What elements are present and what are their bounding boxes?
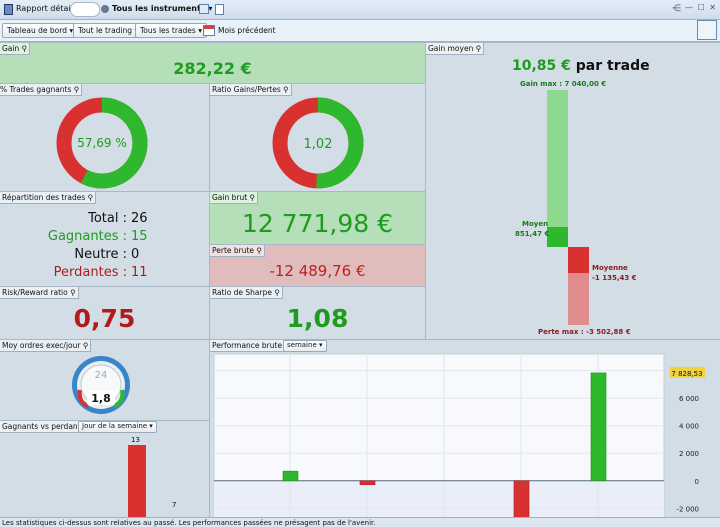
moy-ordres-value: 1,8 [91, 392, 111, 405]
perte-brute-panel: Perte brute ⚲ -12 489,76 € [209, 244, 426, 287]
moyenne-value: -1 135,43 € [592, 274, 637, 282]
instruments-selector[interactable]: Tous les instruments ▾ [112, 4, 213, 13]
period-dropdown[interactable]: semaine ▾ [283, 340, 327, 352]
gain-moyen-value: 10,85 € [512, 58, 571, 74]
trades-gagnants-donut: 57,69 % [56, 97, 148, 189]
risk-reward-panel: Risk/Reward ratio ⚲ 0,75 [0, 286, 210, 340]
gain-value: 282,22 € [173, 59, 252, 78]
gain-label: Gain ⚲ [0, 43, 31, 55]
weekday-selector: Jour de la semaine [82, 422, 148, 430]
sharpe-value: 1,08 [286, 304, 349, 333]
perte-max-bar [568, 273, 589, 325]
y-tick-label: 2 000 [679, 450, 699, 458]
y-tick-label: -2 000 [676, 505, 699, 513]
perte-brute-value: -12 489,76 € [269, 262, 366, 280]
gain-moyen-suffix: par trade [575, 58, 650, 74]
share-icon[interactable]: ⋲ [672, 4, 681, 14]
sharpe-label: Ratio de Sharpe ⚲ [210, 287, 283, 299]
perte-moyenne-bar [568, 247, 589, 273]
copy-icon[interactable] [215, 4, 224, 15]
dial-label: 24 [95, 370, 108, 381]
gain-brut-value: 12 771,98 € [241, 209, 394, 238]
window-icon[interactable] [199, 4, 209, 14]
window-controls[interactable]: — ☐ ✕ [685, 3, 717, 12]
ratio-gains-label: Ratio Gains/Pertes ⚲ [210, 84, 292, 96]
risk-reward-label: Risk/Reward ratio ⚲ [0, 287, 79, 299]
gagnants-vs-perdants-bar [128, 445, 146, 517]
period-selector: semaine [287, 341, 317, 349]
ratio-gains-donut: 1,02 [272, 97, 364, 189]
total-row: Total :26 [88, 211, 148, 226]
performance-bar [513, 480, 530, 517]
gain-moyen-headline: 10,85 € par trade [512, 58, 650, 74]
report-title: Rapport détaillé [16, 4, 80, 13]
report-icon [4, 4, 13, 15]
gagnants-vs-perdants-panel: Gagnants vs perdants ⚲ Jour de la semain… [0, 420, 210, 518]
dashboard-dropdown[interactable]: Tableau de bord ▾ [2, 23, 79, 38]
instruments-icon [101, 5, 109, 13]
performance-bar [359, 480, 376, 485]
trading-dropdown[interactable]: Tout le trading ▾ [73, 23, 144, 38]
repartition-label: Répartition des trades ⚲ [0, 192, 97, 204]
bar2-label: 7 [172, 501, 177, 509]
moyenne-label: Moyenne [592, 264, 628, 272]
clock-gauge-icon: 24 1,8 [72, 356, 130, 414]
moyen-label: Moyen [522, 220, 549, 228]
trading-label: Tout le trading [78, 26, 133, 35]
trades-gagnants-value: 57,69 % [77, 136, 127, 150]
calendar-icon[interactable] [203, 25, 215, 36]
gain-moyen-panel: Gain moyen ⚲ 10,85 € par trade Gain max … [425, 42, 720, 340]
last-value-label: 7 828,53 [671, 370, 702, 378]
perte-brute-label: Perte brute ⚲ [210, 245, 265, 257]
trades-gagnants-label: % Trades gagnants ⚲ [0, 84, 83, 96]
repartition-panel: Répartition des trades ⚲ Total :26 Gagna… [0, 191, 210, 287]
gain-max-bar [547, 90, 568, 227]
trades-dropdown[interactable]: Tous les trades ▾ [135, 23, 207, 38]
moyen-value: 851,47 € [515, 230, 550, 238]
gain-moyen-bar [547, 227, 568, 247]
last-value-badge [670, 366, 705, 378]
trades-label: Tous les trades [140, 26, 196, 35]
weekday-dropdown[interactable]: Jour de la semaine ▾ [78, 421, 157, 433]
gain-max-label: Gain max : 7 040,00 € [520, 80, 607, 88]
trades-gagnants-panel: % Trades gagnants ⚲ 57,69 % [0, 83, 210, 192]
ratio-gains-panel: Ratio Gains/Pertes ⚲ 1,02 [209, 83, 426, 192]
y-tick-label: 6 000 [679, 395, 699, 403]
y-tick-label: 4 000 [679, 423, 699, 431]
toolbar: Tableau de bord ▾ Tout le trading ▾ Tous… [0, 20, 720, 42]
performance-bar [282, 470, 299, 482]
neutre-row: Neutre :0 [74, 247, 140, 262]
perte-max-label: Perte max : -3 502,88 € [538, 328, 631, 336]
performance-label: Performance brute ⚲ [210, 340, 293, 352]
search-field[interactable] [70, 2, 100, 17]
gain-moyen-label: Gain moyen ⚲ [426, 43, 485, 55]
moy-ordres-panel: Moy ordres exec/jour ⚲ 24 1,8 [0, 339, 210, 421]
y-tick-label: 0 [695, 478, 699, 486]
title-bar: Rapport détaillé Tous les instruments ▾ … [0, 0, 720, 20]
bar1-label: 13 [131, 436, 140, 444]
gain-brut-panel: Gain brut ⚲ 12 771,98 € [209, 191, 426, 245]
dashboard-label: Tableau de bord [7, 26, 67, 35]
gain-panel: Gain ⚲ 282,22 € [0, 42, 426, 84]
export-icon[interactable] [697, 20, 717, 40]
perdantes-row: Perdantes :11 [53, 265, 148, 280]
repartition-list: Total :26 Gagnantes :15 Neutre :0 Perdan… [0, 210, 209, 282]
gain-brut-label: Gain brut ⚲ [210, 192, 259, 204]
period-label[interactable]: Mois précédent [218, 26, 276, 35]
ratio-gains-value: 1,02 [304, 137, 333, 152]
gagnantes-row: Gagnantes :15 [47, 229, 148, 244]
performance-bar [590, 372, 607, 482]
risk-reward-value: 0,75 [73, 304, 136, 333]
negative-zone [214, 480, 664, 517]
moy-ordres-label: Moy ordres exec/jour ⚲ [0, 340, 92, 352]
sharpe-panel: Ratio de Sharpe ⚲ 1,08 [209, 286, 426, 340]
performance-panel: Performance brute ⚲ semaine ▾ 8 0006 000… [209, 339, 720, 518]
disclaimer: Les statistiques ci-dessus sont relative… [0, 517, 720, 527]
